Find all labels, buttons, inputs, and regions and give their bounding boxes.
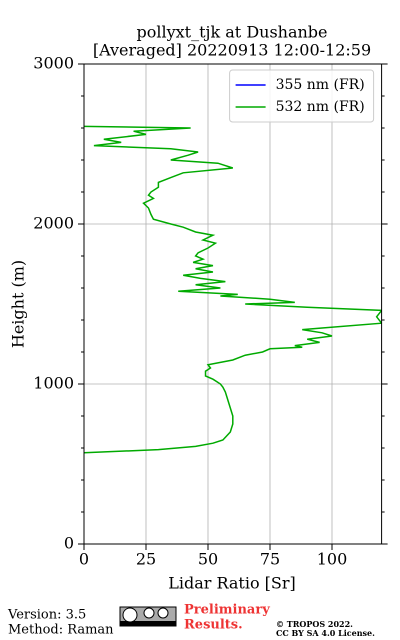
profile-line [84,125,382,454]
method: Method: Raman [8,623,114,638]
y-axis-label: Height (m) [9,260,28,348]
y-tick-label: 3000 [33,54,74,73]
x-tick-label: 25 [136,550,156,569]
preliminary: Results. [184,618,243,633]
x-tick-label: 100 [317,550,348,569]
chart-title: pollyxt_tjk at Dushanbe [136,23,327,42]
x-tick-label: 50 [198,550,218,569]
x-tick-label: 0 [79,550,89,569]
plot-area [84,125,382,454]
copyright: © TROPOS 2022. [276,619,353,629]
x-tick-label: 75 [260,550,280,569]
y-tick-label: 2000 [33,214,74,233]
legend-box [229,69,375,123]
y-tick-label: 1000 [33,374,74,393]
x-axis-label: Lidar Ratio [Sr] [168,574,296,593]
version: Version: 3.5 [7,608,86,623]
legend-label: 532 nm (FR) [276,99,365,115]
preliminary: Preliminary [184,603,270,618]
chart-title: [Averaged] 20220913 12:00-12:59 [93,41,371,60]
y-tick-label: 0 [64,534,74,553]
copyright: CC BY SA 4.0 License. [276,628,375,638]
legend-label: 355 nm (FR) [276,77,365,93]
cc-logo [119,606,177,627]
plot-frame [83,63,383,545]
